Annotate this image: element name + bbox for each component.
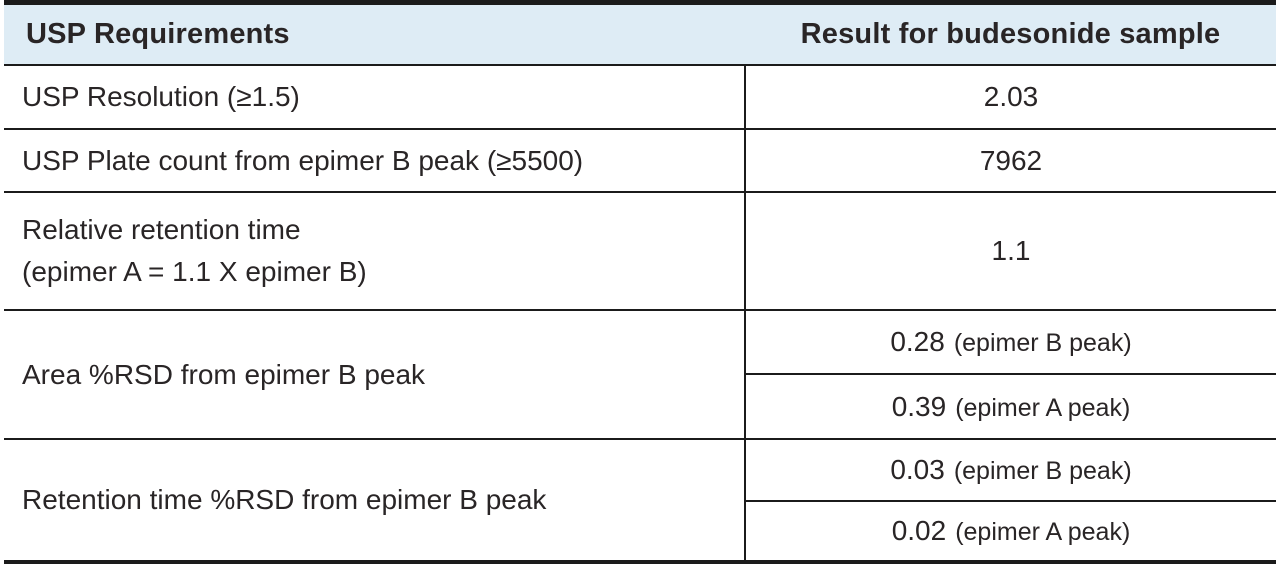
requirement-line-2: (epimer A = 1.1 X epimer B) bbox=[22, 256, 367, 287]
requirement-relative-retention-time: Relative retention time (epimer A = 1.1 … bbox=[4, 191, 745, 310]
result-retention-rsd-epimer-b: 0.03 (epimer B peak) bbox=[744, 438, 1276, 501]
table-row: USP Plate count from epimer B peak (≥550… bbox=[4, 128, 1276, 192]
table-row: 0.02 (epimer A peak) bbox=[4, 500, 1276, 562]
requirement-plate-count: USP Plate count from epimer B peak (≥550… bbox=[4, 128, 745, 192]
requirement-retention-time-rsd: Retention time %RSD from epimer B peak bbox=[4, 438, 745, 562]
result-note: (epimer A peak) bbox=[955, 518, 1131, 546]
result-value: 2.03 bbox=[983, 81, 1039, 112]
result-value: 0.03 bbox=[890, 454, 945, 485]
requirement-line-1: Relative retention time bbox=[22, 214, 301, 245]
table-row: USP Resolution (≥1.5) 2.03 bbox=[4, 64, 1276, 129]
requirements-column-header: USP Requirements bbox=[4, 2, 745, 66]
result-value: 7962 bbox=[979, 144, 1043, 176]
result-note: (epimer B peak) bbox=[953, 457, 1132, 485]
result-value: 1.1 bbox=[991, 235, 1031, 266]
result-relative-retention-time: 1.1 bbox=[744, 191, 1276, 310]
result-area-rsd-epimer-a: 0.39 (epimer A peak) bbox=[744, 373, 1276, 439]
table-row: 0.39 (epimer A peak) bbox=[4, 373, 1276, 439]
table-row: Retention time %RSD from epimer B peak 0… bbox=[4, 438, 1276, 562]
result-value: 0.39 bbox=[891, 390, 947, 422]
requirement-usp-resolution: USP Resolution (≥1.5) bbox=[4, 64, 745, 129]
table-row: Area %RSD from epimer B peak 0.28 (epimer… bbox=[4, 309, 1276, 439]
table-row: Relative retention time (epimer A = 1.1 … bbox=[4, 191, 1276, 310]
result-plate-count: 7962 bbox=[744, 128, 1276, 192]
table-header-row: USP Requirements Result for budesonide s… bbox=[4, 2, 1276, 66]
requirement-area-rsd: Area %RSD from epimer B peak bbox=[4, 309, 745, 439]
usp-requirements-table: USP Requirements Result for budesonide s… bbox=[4, 0, 1276, 564]
result-value: 0.02 bbox=[891, 515, 947, 546]
result-retention-rsd-epimer-a: 0.02 (epimer A peak) bbox=[744, 500, 1276, 562]
result-note: (epimer B peak) bbox=[953, 329, 1132, 357]
result-area-rsd-epimer-b: 0.28 (epimer B peak) bbox=[744, 309, 1276, 374]
result-note: (epimer A peak) bbox=[955, 393, 1131, 422]
result-value: 0.28 bbox=[890, 326, 945, 357]
result-usp-resolution: 2.03 bbox=[744, 64, 1276, 129]
result-column-header: Result for budesonide sample bbox=[745, 2, 1276, 66]
